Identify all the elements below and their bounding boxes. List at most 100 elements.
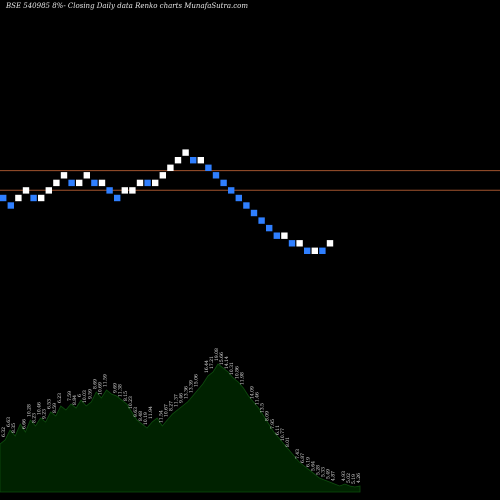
renko-brick-down: [243, 202, 250, 209]
volume-label: 10.86: [234, 366, 240, 379]
volume-label: 6.23: [57, 393, 63, 403]
renko-brick-down: [220, 179, 227, 187]
renko-brick-up: [296, 240, 303, 247]
volume-label: 8.48: [138, 411, 144, 421]
volume-label: 6: [77, 394, 83, 397]
volume-label: 6.32: [1, 427, 7, 437]
renko-brick-down: [304, 247, 311, 254]
volume-label: 4.87: [331, 471, 337, 481]
chart-title: BSE 540985 8%- Closing Daily data Renko …: [6, 2, 249, 10]
volume-label: 5.33: [321, 467, 327, 477]
renko-brick-up: [15, 194, 22, 202]
renko-brick-down: [144, 179, 151, 187]
renko-brick-up: [159, 172, 166, 179]
volume-label: 10.19: [143, 412, 149, 425]
volume-label: 10.03: [82, 390, 88, 403]
renko-brick-down: [0, 194, 7, 202]
volume-label: 11.59: [103, 374, 109, 387]
volume-fill: [0, 363, 361, 493]
volume-label: 8.01: [285, 437, 291, 447]
volume-label: 9.69: [113, 383, 119, 393]
renko-brick-up: [38, 194, 45, 202]
volume-label: 10.67: [163, 404, 169, 417]
renko-bricks: [0, 149, 334, 254]
renko-brick-down: [68, 179, 75, 187]
renko-brick-up: [121, 187, 128, 194]
renko-brick-down: [205, 164, 212, 171]
renko-brick-up: [76, 179, 83, 187]
renko-brick-up: [98, 179, 106, 187]
volume-label: 6.87: [300, 453, 306, 463]
volume-label: 6.63: [6, 417, 12, 427]
volume-label: 11.38: [118, 384, 124, 397]
volume-label: 9.46: [179, 393, 185, 403]
volume-label: 11.98: [239, 372, 245, 385]
volume-label: 13.5: [260, 403, 266, 413]
volume-label: 10.31: [229, 362, 235, 375]
volume-label: 4.26: [356, 473, 362, 483]
volume-label: 6.11: [275, 425, 281, 435]
volume-label: 11.94: [148, 406, 154, 419]
renko-brick-up: [60, 172, 68, 179]
renko-brick-up: [174, 157, 182, 164]
renko-brick-up: [45, 187, 52, 194]
volume-label: 5.28: [315, 465, 321, 475]
volume-label: 11.54: [158, 410, 164, 423]
renko-brick-down: [91, 179, 98, 187]
volume-label: 19.08: [214, 348, 220, 361]
volume-area: [0, 363, 361, 493]
renko-brick-up: [167, 164, 174, 171]
volume-label: 10.28: [26, 404, 32, 417]
volume-label: 10.23: [128, 396, 134, 409]
renko-brick-down: [30, 194, 37, 202]
volume-label: 4.69: [0, 431, 2, 441]
renko-brick-down: [319, 247, 326, 254]
renko-brick-down: [235, 194, 242, 202]
volume-label: 13.36: [184, 386, 190, 399]
renko-brick-down: [258, 217, 265, 224]
volume-label: 8.27: [168, 401, 174, 411]
volume-label: 5.49: [326, 469, 332, 479]
renko-brick-down: [114, 194, 121, 202]
renko-brick-up: [197, 157, 204, 164]
volume-label: 4.93: [341, 471, 347, 481]
volume-label: 5.02: [346, 473, 352, 483]
renko-brick-down: [228, 187, 235, 194]
volume-label: 7.43: [295, 449, 301, 459]
volume-label: 14.09: [250, 386, 256, 399]
volume-label: 5.64: [310, 461, 316, 471]
volume-label: 8.09: [265, 411, 271, 421]
volume-label: 7.95: [270, 419, 276, 429]
renko-brick-up: [311, 247, 318, 254]
volume-label: 11.46: [255, 392, 261, 405]
renko-brick-up: [281, 232, 288, 239]
volume-label: 13.39: [189, 380, 195, 393]
volume-label: 8.69: [92, 379, 98, 389]
renko-brick-up: [326, 240, 334, 247]
volume-label: 8.84: [72, 395, 78, 405]
renko-brick-up: [182, 149, 189, 156]
volume-label: 16.44: [204, 360, 210, 373]
volume-label: 9.23: [42, 409, 48, 419]
renko-brick-down: [288, 240, 296, 247]
renko-brick-down: [190, 157, 197, 164]
renko-brick-down: [212, 172, 220, 179]
volume-label: 10.69: [97, 382, 103, 395]
volume-label: 14.14: [224, 356, 230, 369]
volume-label: 6.66: [21, 419, 27, 429]
volume-label: 8.35: [11, 423, 17, 433]
renko-brick-down: [250, 209, 258, 217]
volume-label: 15.06: [194, 374, 200, 387]
volume-label: 10.77: [280, 428, 286, 441]
volume-label: 6.53: [47, 399, 53, 409]
volume-label: 17.21: [209, 356, 215, 369]
renko-brick-down: [106, 187, 113, 194]
renko-brick-up: [53, 179, 60, 187]
renko-brick-down: [273, 232, 280, 239]
volume-label: 8.15: [123, 391, 129, 401]
renko-brick-down: [7, 202, 14, 209]
volume-label: 8.59: [52, 403, 58, 413]
renko-brick-up: [83, 172, 90, 179]
renko-brick-up: [152, 179, 159, 187]
